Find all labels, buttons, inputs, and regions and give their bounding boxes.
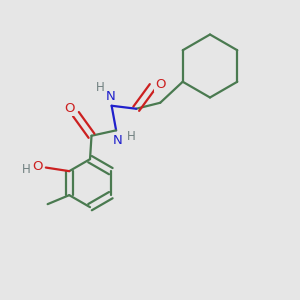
Text: O: O [155, 78, 166, 91]
Text: O: O [32, 160, 43, 172]
Text: N: N [106, 90, 116, 103]
Text: H: H [127, 130, 136, 143]
Text: O: O [64, 102, 75, 115]
Text: H: H [96, 81, 105, 94]
Text: N: N [113, 134, 122, 147]
Text: H: H [22, 164, 31, 176]
